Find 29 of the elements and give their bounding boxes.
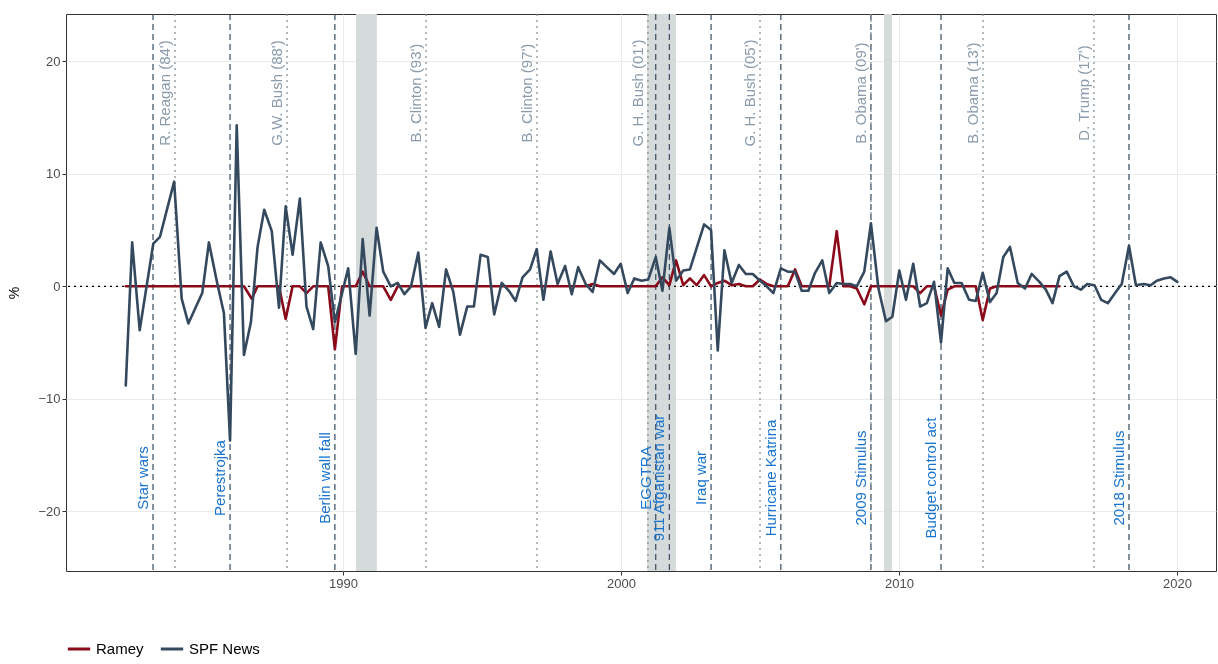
ref-line-label: R. Reagan (84') (155, 40, 173, 146)
ref-line-label: Budget control act (922, 416, 940, 539)
x-tick-label: 2010 (885, 575, 914, 591)
y-tick-label: 0 (53, 278, 61, 294)
ref-line-label: D. Trump (17') (1074, 45, 1092, 141)
ref-line-label: 2009 Stimulus (851, 430, 869, 526)
ref-line-label: G. H. Bush (05') (741, 39, 758, 147)
ref-line-label: G. H. Bush (01') (628, 39, 646, 147)
y-tick-label: −10 (38, 391, 61, 407)
ref-line-label: B. Clinton (93') (407, 43, 425, 143)
ref-line-label: Star wars (134, 446, 152, 510)
x-tick-label: 2020 (1163, 575, 1193, 591)
ref-line-label: G.W. Bush (88') (268, 40, 286, 146)
ref-line-label: Berlin wall fall (315, 432, 333, 524)
x-tick-label: 2000 (607, 575, 636, 591)
ref-line-label: 2018 Stimulus (1109, 430, 1127, 526)
y-tick-label: 20 (46, 53, 61, 69)
ref-line-label: Perestrojka (211, 439, 229, 516)
ref-line-label: B. Obama (13') (964, 42, 981, 144)
legend-label: SPF News (189, 640, 260, 657)
ref-line-label: Hurricane Katrina (761, 418, 779, 537)
y-tick-label: −20 (38, 503, 61, 519)
ref-line-label: B. Clinton (97') (518, 43, 536, 143)
y-axis-title: % (6, 286, 23, 300)
x-tick-label: 1990 (328, 575, 358, 591)
y-tick-label: 10 (46, 166, 61, 182)
ref-line-label: Iraq war (692, 450, 710, 506)
legend-label: Ramey (96, 640, 145, 657)
ref-line-label: B. Obama (09') (851, 42, 869, 144)
